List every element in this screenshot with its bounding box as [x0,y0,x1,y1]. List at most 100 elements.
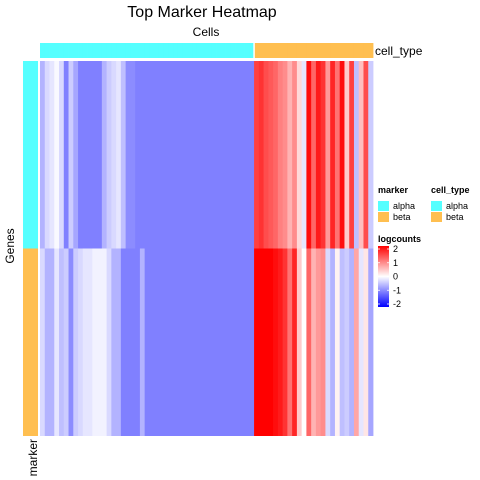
heatmap-cell [192,248,198,436]
heatmap-cell [263,61,269,249]
cell-type-annotation-cell [230,43,236,58]
heatmap-cell [315,248,322,436]
heatmap-cell [49,248,55,436]
cell-type-annotation-cell [239,43,245,58]
heatmap-cell [135,248,141,436]
heatmap-cell [216,248,222,436]
heatmap-cell [40,248,46,436]
marker-annotation-cell [23,61,38,249]
heatmap-cell [135,61,141,249]
cell-type-annotation-cell [311,43,317,58]
heatmap-cell [268,61,274,249]
heatmap-cell [282,61,288,249]
cell-type-annotation-cell [111,43,117,58]
heatmap-cell [173,248,179,436]
heatmap-cell [78,248,84,436]
heatmap-cell [339,61,345,249]
cell-type-annotation-cell [282,43,288,58]
cell-type-annotation-cell [135,43,141,58]
cell-type-annotation-cell [196,43,203,58]
heatmap-cell [206,248,212,436]
cell-type-annotation-bar [40,43,374,58]
cell-type-annotation-cell [63,43,69,58]
heatmap-cell [196,61,203,249]
cell-type-annotation-cell [225,43,231,58]
cell-type-annotation-cell [206,43,212,58]
cell-type-annotation-cell [154,43,160,58]
cell-type-annotation-cell [254,43,260,58]
heatmap-cell [254,61,260,249]
colorbar-tick-label: 2 [393,244,398,254]
cell-type-annotation-cell [130,43,136,58]
heatmap-cell [97,248,103,436]
heatmap-cell [120,248,127,436]
cell-type-annotation-cell [92,43,98,58]
heatmap-cell [225,248,231,436]
heatmap-cell [73,61,79,249]
cell-type-annotation-cell [235,43,241,58]
cell-type-annotation-cell [192,43,198,58]
heatmap-cell [82,248,88,436]
heatmap-cell [263,248,269,436]
heatmap-cell [235,61,241,249]
heatmap-cell [225,61,231,249]
cell-type-annotation-cell [149,43,155,58]
heatmap-cell [296,61,303,249]
heatmap-cell [287,61,293,249]
heatmap-cell [168,61,174,249]
cell-type-annotation-cell [330,43,336,58]
cell-type-annotation-cell [292,43,298,58]
column-title: Cells [193,25,220,39]
cell-type-annotation-cell [101,43,107,58]
heatmap-cell [111,248,117,436]
cell-type-annotation-cell [187,43,193,58]
heatmap-cell [40,61,46,249]
cell-type-annotation-cell [358,43,364,58]
heatmap-cell [87,61,93,249]
heatmap-cell [230,61,236,249]
heatmap-cell [273,61,279,249]
legend-marker-alpha-label: alpha [393,201,415,211]
heatmap-cell [111,61,117,249]
heatmap-cell [163,248,169,436]
heatmap-cell [349,248,355,436]
colorbar-tick-label: -2 [393,299,401,309]
heatmap-cell [154,248,160,436]
heatmap-cell [130,248,136,436]
cell-type-annotation-cell [339,43,345,58]
heatmap-cell [330,61,336,249]
cell-type-annotation-cell [177,43,184,58]
heatmap-cell [54,248,60,436]
heatmap-cell [249,61,255,249]
cell-type-annotation-cell [125,43,131,58]
cell-type-annotation-cell [173,43,179,58]
heatmap-cell [292,248,298,436]
heatmap-cell [59,248,65,436]
heatmap-cell [158,61,165,249]
heatmap-cell [320,61,326,249]
heatmap-cell [116,61,122,249]
heatmap-cell [44,61,50,249]
heatmap-cell [239,61,245,249]
heatmap-cell [339,248,345,436]
heatmap-cell [268,248,274,436]
cell-type-annotation-cell [263,43,269,58]
heatmap-cell [182,248,188,436]
heatmap-cell [139,248,146,436]
cell-type-annotation-cell [220,43,226,58]
heatmap-cell [330,248,336,436]
heatmap-cell [59,61,65,249]
marker-annotation-cell [23,248,38,436]
heatmap-cell [149,61,155,249]
heatmap-cell [325,248,331,436]
heatmap-cell [92,61,98,249]
heatmap-cell [177,248,184,436]
heatmap-cell [201,61,207,249]
legend-cell-type: cell_type alpha beta [431,185,470,222]
cell-type-annotation-cell [82,43,88,58]
cell-type-annotation-cell [273,43,279,58]
cell-type-annotation-cell [139,43,146,58]
heatmap-cell [87,248,93,436]
heatmap-cell [101,61,107,249]
heatmap-cell [301,248,307,436]
